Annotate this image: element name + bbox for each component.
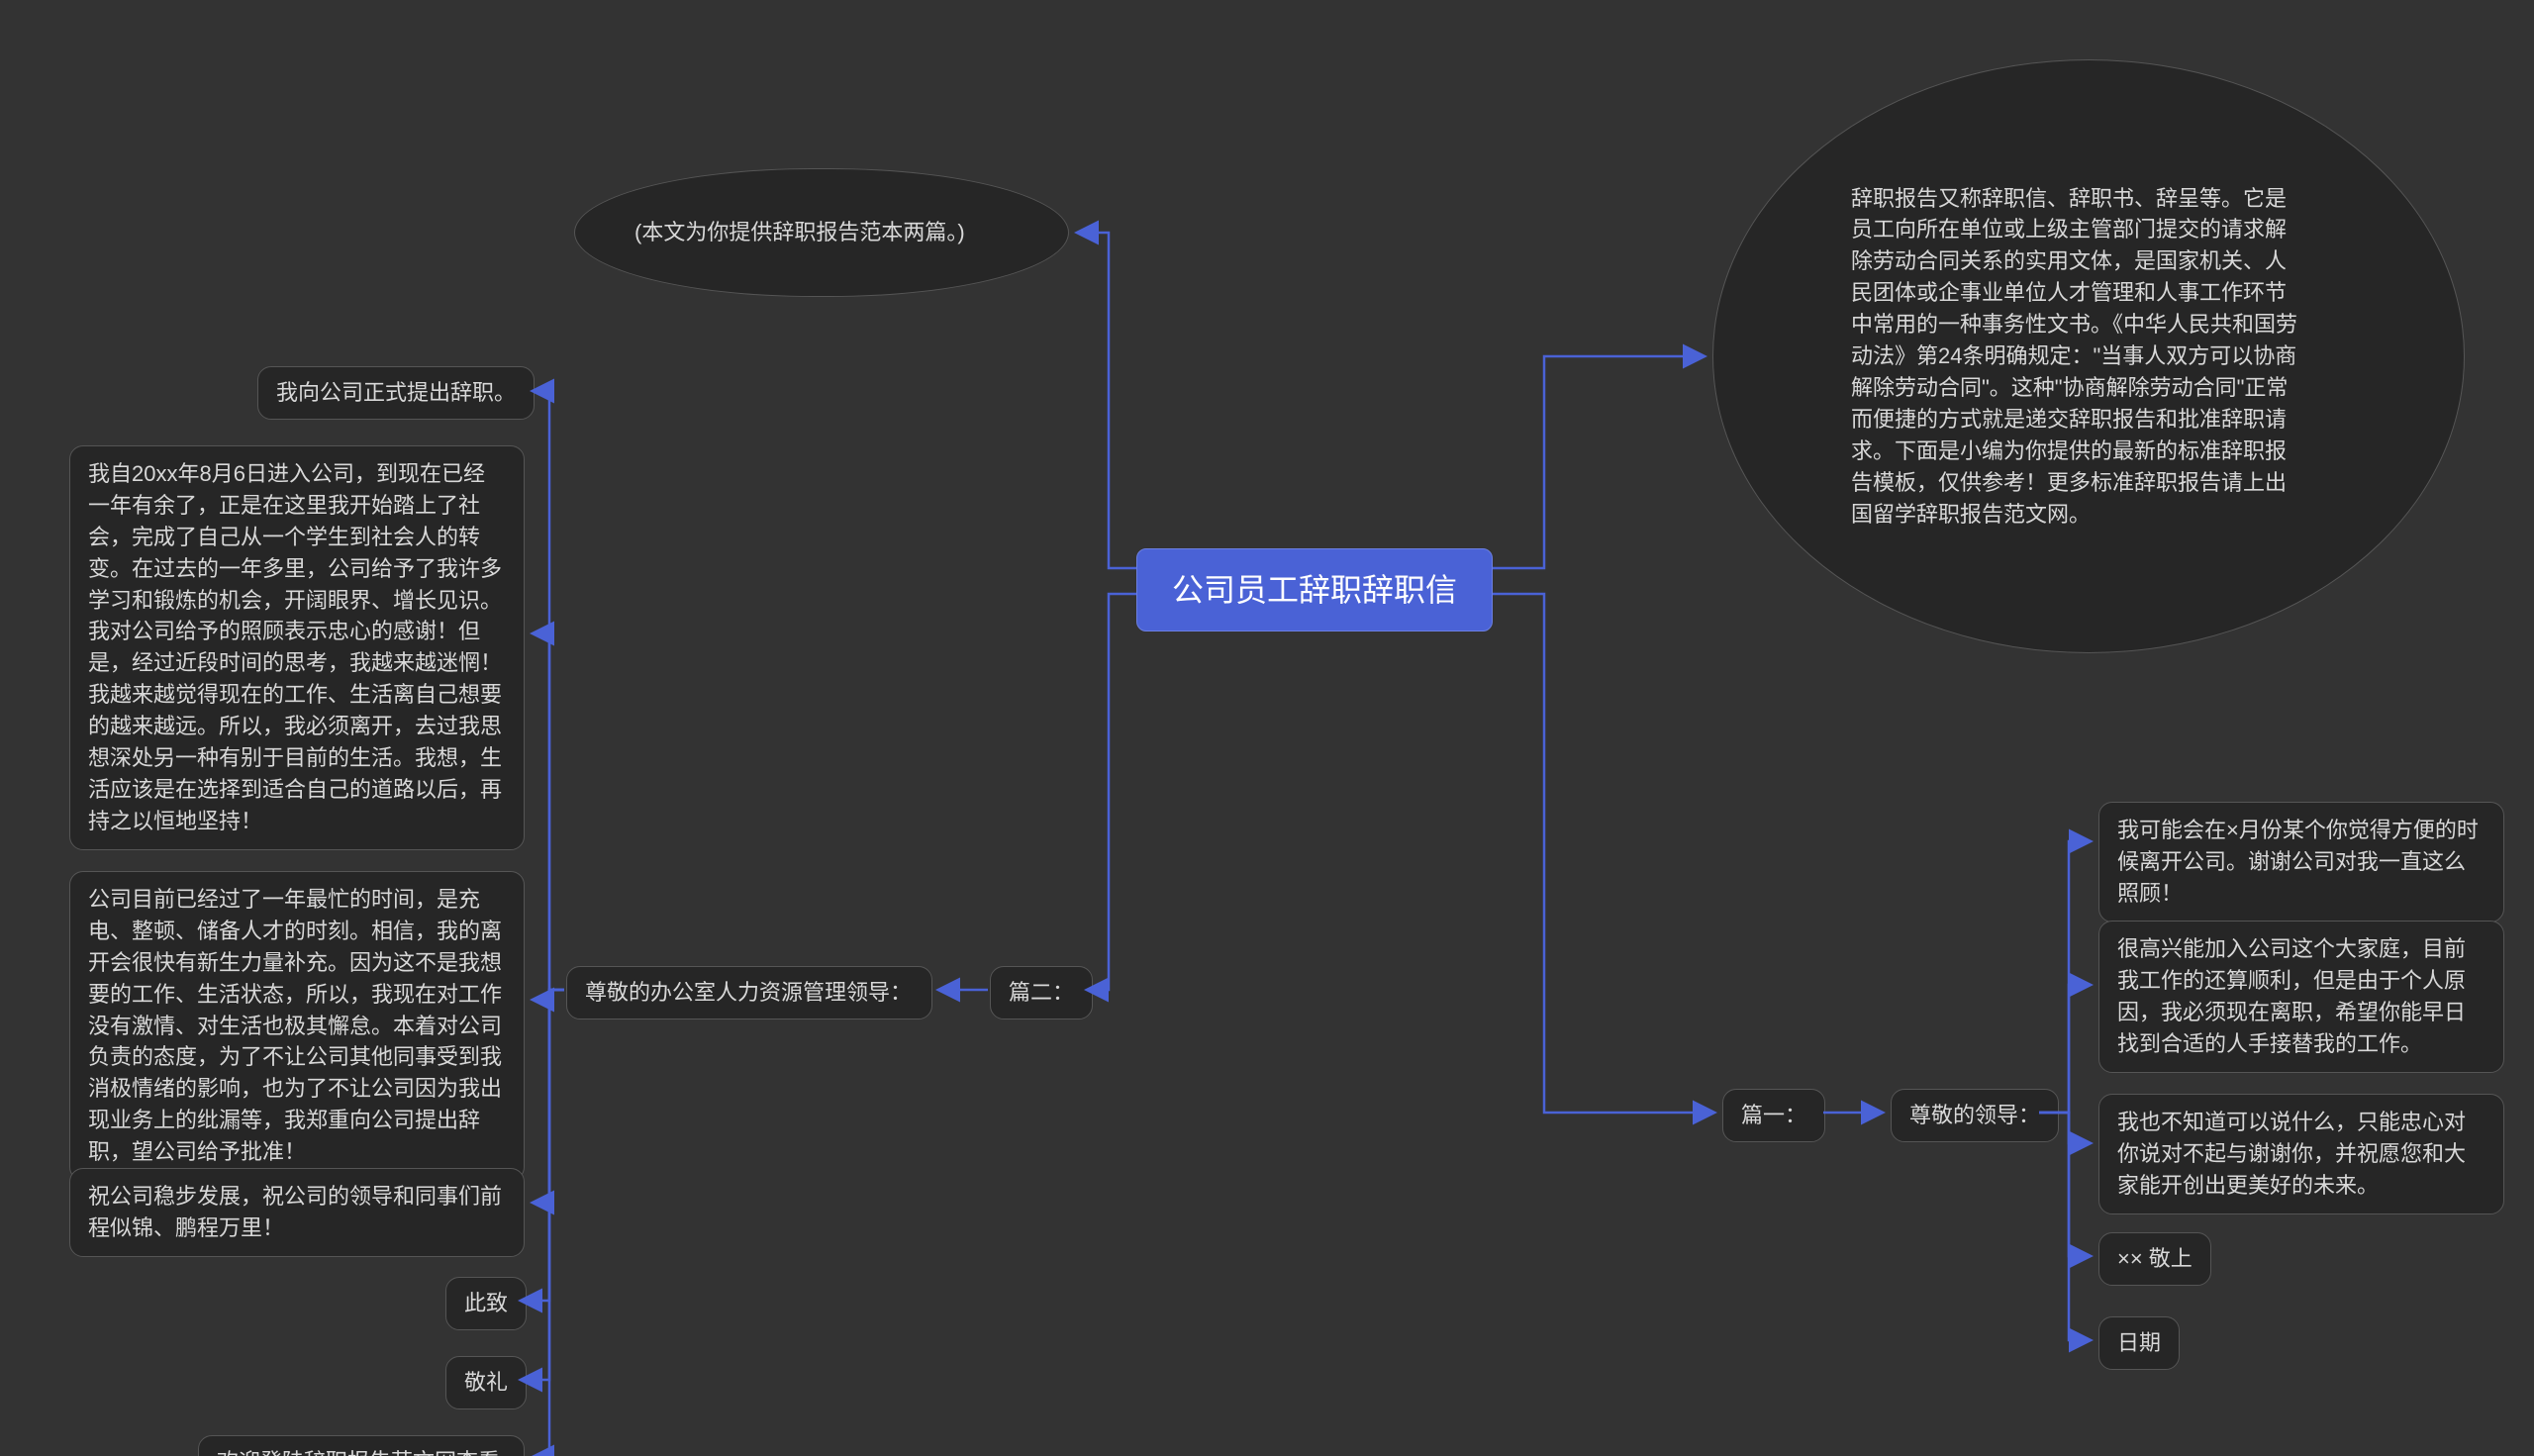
top-bubble[interactable]: (本文为你提供辞职报告范本两篇。) [574,168,1069,297]
pian1-item-4-text: 日期 [2117,1330,2161,1355]
pian2-leader-text: 尊敬的办公室人力资源管理领导： [585,980,912,1005]
pian1-item-2[interactable]: 我也不知道可以说什么，只能忠心对你说对不起与谢谢你，并祝愿您和大家能开创出更美好… [2098,1094,2504,1214]
pian1-item-0[interactable]: 我可能会在×月份某个你觉得方便的时候离开公司。谢谢公司对我一直这么照顾！ [2098,802,2504,922]
pian2-item-0[interactable]: 我向公司正式提出辞职。 [257,366,535,420]
pian1-item-0-text: 我可能会在×月份某个你觉得方便的时候离开公司。谢谢公司对我一直这么照顾！ [2117,818,2479,906]
top-bubble-text: (本文为你提供辞职报告范本两篇。) [634,217,965,248]
pian1-node[interactable]: 篇一： [1722,1089,1825,1142]
pian1-item-3-text: ×× 敬上 [2117,1246,2193,1271]
mindmap-canvas: 公司员工辞职辞职信 (本文为你提供辞职报告范本两篇。) 辞职报告又称辞职信、辞职… [0,0,2534,1456]
pian1-item-1[interactable]: 很高兴能加入公司这个大家庭，目前我工作的还算顺利，但是由于个人原因，我必须现在离… [2098,921,2504,1073]
intro-blob-text: 辞职报告又称辞职信、辞职书、辞呈等。它是员工向所在单位或上级主管部门提交的请求解… [1851,183,2306,531]
pian2-item-6-text: 欢迎登陆辞职报告范文网查看更多 [217,1449,500,1456]
pian2-leader[interactable]: 尊敬的办公室人力资源管理领导： [566,966,932,1019]
pian2-item-5[interactable]: 敬礼 [445,1356,527,1409]
pian1-item-4[interactable]: 日期 [2098,1316,2180,1370]
pian1-leader[interactable]: 尊敬的领导： [1891,1089,2059,1142]
pian1-item-1-text: 很高兴能加入公司这个大家庭，目前我工作的还算顺利，但是由于个人原因，我必须现在离… [2117,936,2466,1056]
pian2-item-2-text: 公司目前已经过了一年最忙的时间，是充电、整顿、储备人才的时刻。相信，我的离开会很… [88,887,502,1164]
pian2-node[interactable]: 篇二： [990,966,1093,1019]
pian2-item-4-text: 此致 [464,1291,508,1315]
pian2-item-2[interactable]: 公司目前已经过了一年最忙的时间，是充电、整顿、储备人才的时刻。相信，我的离开会很… [69,871,525,1181]
pian2-item-3-text: 祝公司稳步发展，祝公司的领导和同事们前程似锦、鹏程万里！ [88,1184,502,1240]
intro-blob[interactable]: 辞职报告又称辞职信、辞职书、辞呈等。它是员工向所在单位或上级主管部门提交的请求解… [1712,59,2465,653]
pian2-item-1[interactable]: 我自20xx年8月6日进入公司，到现在已经一年有余了，正是在这里我开始踏上了社会… [69,445,525,850]
pian2-item-5-text: 敬礼 [464,1370,508,1395]
pian2-item-0-text: 我向公司正式提出辞职。 [276,380,516,405]
pian2-item-1-text: 我自20xx年8月6日进入公司，到现在已经一年有余了，正是在这里我开始踏上了社会… [88,461,502,833]
pian1-item-2-text: 我也不知道可以说什么，只能忠心对你说对不起与谢谢你，并祝愿您和大家能开创出更美好… [2117,1110,2466,1198]
root-label: 公司员工辞职辞职信 [1172,572,1457,608]
pian2-item-3[interactable]: 祝公司稳步发展，祝公司的领导和同事们前程似锦、鹏程万里！ [69,1168,525,1257]
pian1-label: 篇一： [1741,1103,1806,1127]
pian2-item-4[interactable]: 此致 [445,1277,527,1330]
pian2-label: 篇二： [1009,980,1074,1005]
root-node[interactable]: 公司员工辞职辞职信 [1136,548,1493,631]
pian1-leader-text: 尊敬的领导： [1909,1103,2040,1127]
pian1-item-3[interactable]: ×× 敬上 [2098,1232,2211,1286]
pian2-item-6[interactable]: 欢迎登陆辞职报告范文网查看更多 [198,1435,525,1456]
